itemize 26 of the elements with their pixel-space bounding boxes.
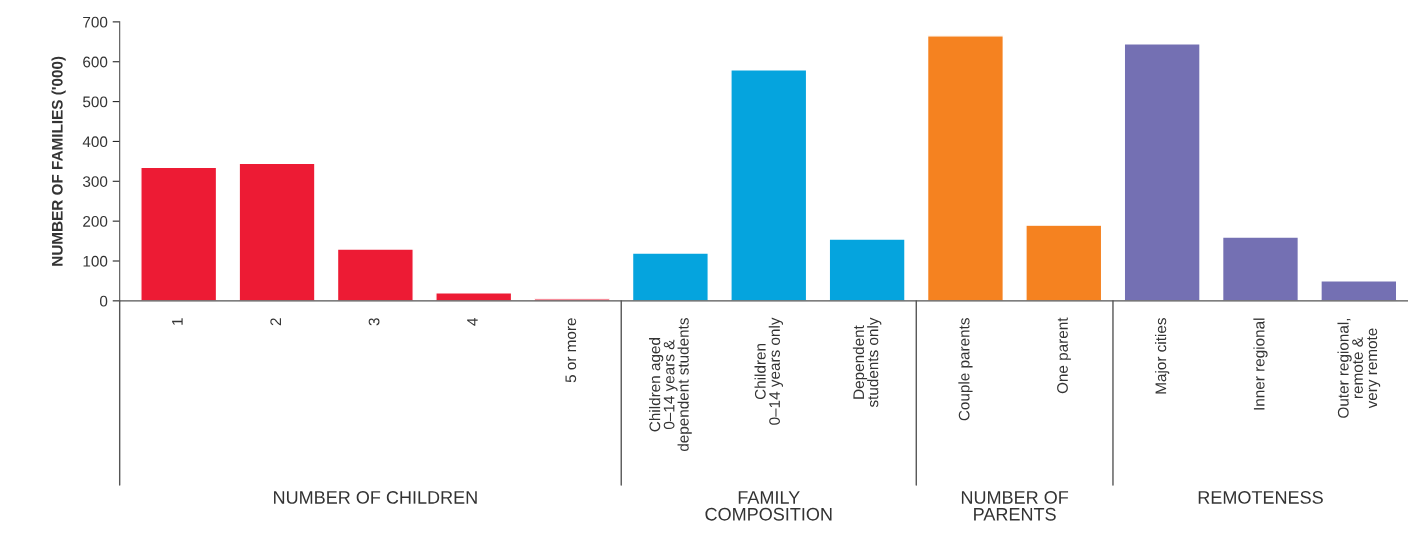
y-tick-label: 0	[99, 295, 108, 307]
y-tick-label: 500	[83, 96, 108, 108]
text: NUMBER OF CHILDREN	[274, 491, 477, 504]
x-tick-label: One parent	[1057, 317, 1071, 394]
y-tick-label: 300	[82, 176, 108, 187]
y-axis-title: NUMBER OF FAMILIES ('000)	[51, 56, 66, 266]
y-tick-label: 100	[83, 255, 108, 267]
text: REMOTENESS	[1198, 491, 1323, 504]
x-tick-label: Outer regional, remote & very remote	[1337, 318, 1381, 418]
y-tick-label: 200	[83, 216, 108, 227]
x-tick-label: Children 0–14 years only	[754, 317, 783, 425]
text: FAMILY COMPOSITION	[705, 491, 832, 521]
x-tick-label: Major cities	[1155, 318, 1170, 394]
x-tick-label: Dependent students only	[852, 317, 882, 408]
x-tick-label: 5 or more	[565, 318, 577, 383]
x-tick-label: 3	[368, 318, 380, 326]
x-tick-label: 1	[172, 318, 183, 325]
text: NUMBER OF PARENTS	[961, 491, 1069, 521]
y-tick-label: 600	[83, 56, 108, 68]
x-tick-label: 2	[270, 318, 281, 326]
y-tick-label: 700	[83, 16, 108, 28]
x-tick-label: 4	[467, 317, 478, 326]
x-tick-label: Children aged 0–14 years & dependent students	[649, 318, 692, 452]
x-tick-label: Inner regional	[1253, 318, 1268, 410]
x-tick-label: Couple parents	[958, 318, 973, 421]
y-tick-label: 400	[82, 136, 108, 148]
